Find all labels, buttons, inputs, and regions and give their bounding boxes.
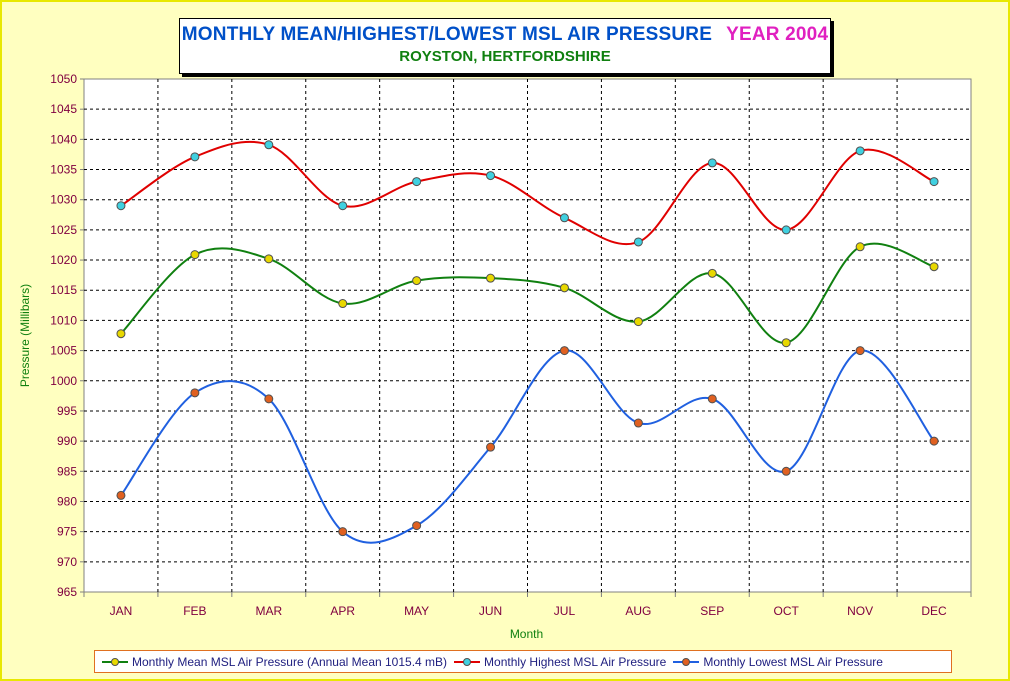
chart-title-box: MONTHLY MEAN/HIGHEST/LOWEST MSL AIR PRES… bbox=[179, 18, 831, 74]
data-point-lowest-dec bbox=[929, 436, 939, 446]
y-tick-label: 990 bbox=[57, 434, 77, 448]
legend-label-lowest: Monthly Lowest MSL Air Pressure bbox=[703, 654, 883, 669]
data-point-highest-jul bbox=[559, 213, 569, 223]
y-tick-label: 970 bbox=[57, 555, 77, 569]
x-tick-label: SEP bbox=[700, 604, 724, 618]
x-tick-label: DEC bbox=[921, 604, 947, 618]
legend-item-highest: Monthly Highest MSL Air Pressure bbox=[453, 655, 666, 669]
y-tick-label: 965 bbox=[57, 585, 77, 599]
data-point-lowest-jun bbox=[486, 442, 496, 452]
y-tick-label: 1010 bbox=[50, 313, 77, 327]
x-tick-label: MAR bbox=[255, 604, 282, 618]
y-tick-label: 985 bbox=[57, 464, 77, 478]
x-tick-label: JUN bbox=[479, 604, 502, 618]
plot-area bbox=[83, 78, 972, 593]
x-tick-label: NOV bbox=[847, 604, 873, 618]
y-tick-label: 1015 bbox=[50, 283, 77, 297]
data-point-highest-feb bbox=[190, 152, 200, 162]
legend-label-highest: Monthly Highest MSL Air Pressure bbox=[484, 654, 667, 669]
data-point-mean-aug bbox=[633, 317, 643, 327]
data-point-mean-oct bbox=[781, 338, 791, 348]
data-point-highest-dec bbox=[929, 177, 939, 187]
data-point-mean-jun bbox=[486, 273, 496, 283]
y-tick-label: 995 bbox=[57, 404, 77, 418]
y-tick-label: 1025 bbox=[50, 223, 77, 237]
data-point-mean-jan bbox=[116, 329, 126, 339]
data-point-lowest-oct bbox=[781, 466, 791, 476]
x-tick-label: JAN bbox=[110, 604, 133, 618]
data-point-lowest-nov bbox=[855, 346, 865, 356]
chart-year: YEAR 2004 bbox=[726, 24, 829, 45]
data-point-mean-mar bbox=[264, 254, 274, 264]
data-point-highest-apr bbox=[338, 201, 348, 211]
chart-title: MONTHLY MEAN/HIGHEST/LOWEST MSL AIR PRES… bbox=[181, 24, 713, 45]
chart-legend: Monthly Mean MSL Air Pressure (Annual Me… bbox=[94, 650, 952, 673]
legend-item-lowest: Monthly Lowest MSL Air Pressure bbox=[672, 655, 883, 669]
y-tick-label: 1045 bbox=[50, 102, 77, 116]
legend-symbol-lowest bbox=[673, 657, 700, 666]
data-point-lowest-may bbox=[412, 521, 422, 531]
data-point-highest-jun bbox=[486, 171, 496, 181]
data-point-mean-apr bbox=[338, 299, 348, 309]
x-tick-label: AUG bbox=[625, 604, 651, 618]
x-tick-label: OCT bbox=[774, 604, 800, 618]
data-point-mean-may bbox=[412, 276, 422, 286]
x-tick-label: FEB bbox=[183, 604, 206, 618]
data-point-lowest-feb bbox=[190, 388, 200, 398]
data-point-lowest-jul bbox=[559, 346, 569, 356]
y-tick-label: 975 bbox=[57, 525, 77, 539]
data-point-lowest-apr bbox=[338, 527, 348, 537]
y-tick-label: 1030 bbox=[50, 193, 77, 207]
data-point-highest-oct bbox=[781, 225, 791, 235]
data-point-lowest-sep bbox=[707, 394, 717, 404]
x-axis-title: Month bbox=[510, 627, 543, 641]
legend-label-mean: Monthly Mean MSL Air Pressure (Annual Me… bbox=[132, 654, 448, 669]
data-point-mean-dec bbox=[929, 262, 939, 272]
data-point-highest-jan bbox=[116, 201, 126, 211]
data-point-highest-nov bbox=[855, 146, 865, 156]
legend-item-mean: Monthly Mean MSL Air Pressure (Annual Me… bbox=[101, 655, 447, 669]
legend-symbol-mean bbox=[102, 657, 128, 666]
data-point-mean-feb bbox=[190, 250, 200, 260]
y-tick-label: 1000 bbox=[50, 374, 77, 388]
y-tick-label: 1050 bbox=[50, 72, 77, 86]
data-point-mean-nov bbox=[855, 242, 865, 252]
data-point-lowest-mar bbox=[264, 394, 274, 404]
data-point-mean-sep bbox=[707, 268, 717, 278]
legend-symbol-highest bbox=[454, 657, 481, 666]
x-tick-label: MAY bbox=[404, 604, 429, 618]
data-point-highest-sep bbox=[707, 158, 717, 168]
data-point-mean-jul bbox=[559, 283, 569, 293]
x-tick-label: APR bbox=[330, 604, 355, 618]
y-tick-label: 1035 bbox=[50, 163, 77, 177]
y-tick-label: 1020 bbox=[50, 253, 77, 267]
y-axis-title: Pressure (Millibars) bbox=[18, 284, 32, 387]
data-point-highest-mar bbox=[264, 140, 274, 150]
data-point-highest-aug bbox=[633, 237, 643, 247]
data-point-lowest-jan bbox=[116, 490, 126, 500]
y-tick-label: 1040 bbox=[50, 132, 77, 146]
chart-subtitle: ROYSTON, HERTFORDSHIRE bbox=[399, 48, 611, 65]
y-tick-label: 980 bbox=[57, 494, 77, 508]
data-point-highest-may bbox=[412, 177, 422, 187]
y-tick-label: 1005 bbox=[50, 344, 77, 358]
data-point-lowest-aug bbox=[633, 418, 643, 428]
x-tick-label: JUL bbox=[554, 604, 576, 618]
